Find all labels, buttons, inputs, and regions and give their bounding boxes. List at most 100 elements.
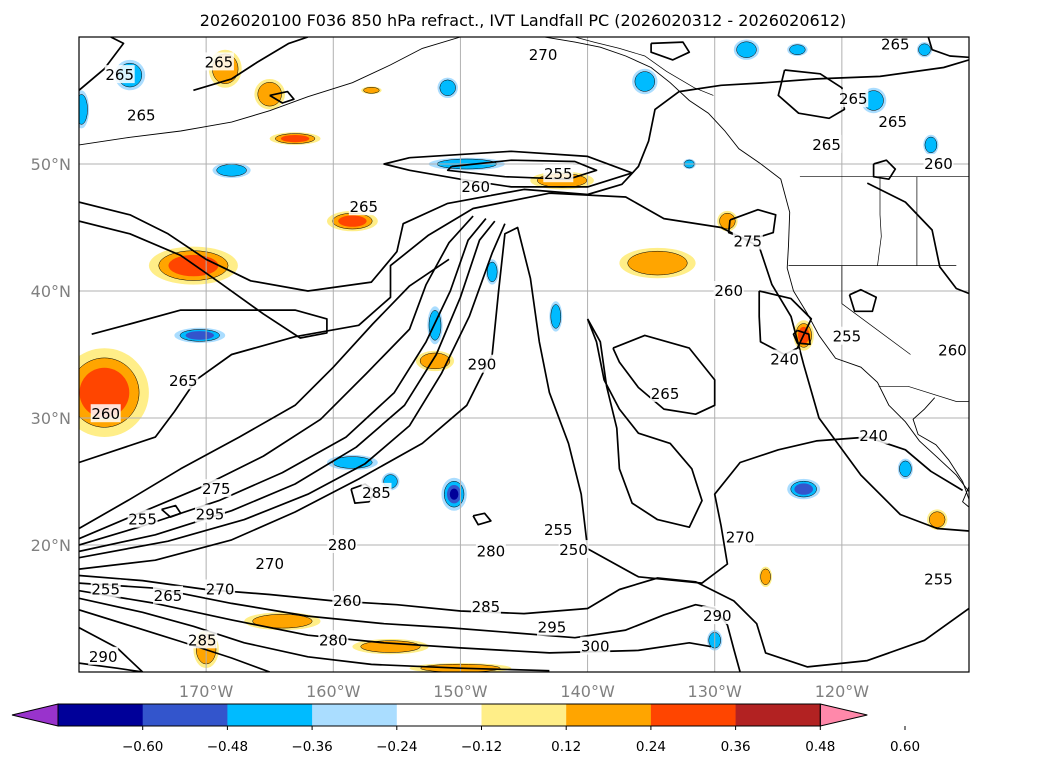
contour-label: 260: [91, 405, 120, 423]
colorbar-tick-label: 0.60: [890, 739, 920, 755]
contour-label: 255: [91, 581, 120, 599]
contour-label-backdrop: [702, 606, 733, 625]
shaded-region-19: [79, 90, 90, 129]
contour-label-backdrop: [475, 541, 506, 560]
shaded-region-22: [212, 162, 251, 178]
contour-label: 290: [89, 648, 118, 666]
shaded-region-12: [244, 612, 321, 631]
contour-label: 290: [703, 607, 732, 625]
longitude-label: 120°W: [815, 682, 870, 701]
coastline: [912, 397, 969, 500]
colorbar-segment: [650, 704, 737, 726]
colorbar-segment: [481, 704, 567, 726]
colorbar: [11, 703, 868, 727]
contour-label-backdrop: [558, 540, 589, 559]
contour-label: 270: [206, 581, 235, 599]
ivt-contour: [650, 41, 691, 61]
political-border: [574, 37, 714, 96]
contour-label: 265: [839, 90, 868, 108]
contour-label-backdrop: [732, 231, 763, 250]
contour-label: 275: [733, 233, 762, 251]
contour-label: 265: [205, 53, 234, 71]
ivt-contour: [848, 288, 878, 313]
contour-label: 240: [770, 351, 799, 369]
colorbar-tick-label: −0.60: [122, 739, 163, 755]
contour-label-backdrop: [153, 585, 183, 604]
contour-label-backdrop: [543, 519, 574, 538]
map-background: [79, 37, 969, 672]
latitude-label: 30°N: [31, 409, 71, 428]
contour-labels-layer: 265 265 270 265 265 265 265 265 260 255 260 265 275 2…: [88, 34, 968, 666]
colorbar-tick-labels: −0.60 −0.48 −0.36 −0.24 −0.12 0.12 0.24 0.36 0.4…: [122, 726, 920, 755]
refractivity-shading-layer: [79, 39, 948, 672]
shaded-region-2: [327, 210, 378, 232]
colorbar-tick-label: 0.48: [805, 739, 835, 755]
contour-label-backdrop: [923, 569, 954, 588]
ivt-contour: [79, 37, 125, 91]
ivt-contour: [79, 226, 964, 584]
ivt-contour: [79, 220, 496, 553]
contour-label-backdrop: [348, 197, 379, 216]
contour-label: 255: [544, 521, 573, 539]
contour-label-backdrop: [327, 535, 358, 553]
shaded-region-9: [269, 132, 321, 145]
ivt-contour: [866, 182, 969, 295]
colorbar-tick-label: 0.12: [551, 739, 581, 755]
contour-label-backdrop: [104, 65, 135, 84]
contour-label-backdrop: [168, 371, 199, 390]
contour-label-backdrop: [650, 383, 681, 402]
latitude-label: 40°N: [31, 282, 71, 301]
colorbar-tick-label: 0.36: [721, 739, 751, 755]
contour-label: 265: [881, 36, 910, 54]
contour-label-backdrop: [332, 590, 363, 609]
contour-label-backdrop: [937, 340, 968, 359]
ivt-contour-layer: [79, 37, 969, 672]
contour-label: 260: [461, 178, 490, 196]
contour-label-backdrop: [318, 630, 349, 649]
colorbar-segment: [227, 704, 313, 726]
longitude-label: 150°W: [433, 682, 488, 701]
contour-label: 280: [477, 542, 506, 560]
coastline-layer: [79, 37, 969, 508]
contour-label: 265: [349, 198, 378, 216]
graticule: [79, 37, 969, 672]
shaded-region-26: [549, 301, 563, 332]
shaded-region-24: [485, 259, 499, 285]
shaded-region-8: [254, 79, 285, 110]
shaded-region-5: [717, 210, 738, 232]
ivt-contour: [161, 504, 182, 518]
longitude-labels: 170°W 160°W 150°W 140°W 130°W 120°W: [179, 682, 869, 701]
contour-label: 270: [255, 555, 284, 573]
colorbar-tick-label: −0.12: [461, 739, 502, 755]
political-border: [841, 265, 911, 355]
contour-label-backdrop: [361, 482, 392, 501]
contour-label-backdrop: [467, 354, 497, 373]
contour-label: 255: [544, 165, 573, 183]
ivt-contour: [472, 512, 492, 526]
contour-label: 260: [924, 155, 953, 173]
contour-label-backdrop: [769, 349, 800, 368]
shaded-region-17: [927, 509, 948, 530]
colorbar-segment: [142, 704, 228, 726]
contour-label: 285: [472, 598, 501, 616]
contour-label-backdrop: [205, 579, 236, 598]
contour-label: 265: [651, 385, 680, 403]
shaded-region-36: [787, 43, 808, 56]
ivt-contour: [79, 215, 474, 540]
longitude-label: 170°W: [179, 682, 234, 701]
colorbar-tick-label: −0.48: [207, 739, 248, 755]
colorbar-extend-high: [819, 703, 868, 727]
ivt-contour: [79, 589, 712, 654]
contour-label: 265: [105, 66, 134, 84]
contour-label: 265: [878, 113, 907, 131]
contour-label: 280: [328, 536, 357, 554]
map-frame: [78, 36, 970, 673]
contour-label-backdrop: [90, 404, 121, 423]
latitude-label: 20°N: [31, 536, 71, 555]
contour-label-backdrop: [838, 89, 869, 108]
political-border: [877, 176, 882, 266]
contour-label-backdrop: [460, 176, 491, 195]
contour-label-backdrop: [923, 154, 954, 172]
contour-label: 290: [468, 356, 497, 374]
latitude-labels: 20°N 30°N 40°N 50°N: [31, 155, 71, 555]
